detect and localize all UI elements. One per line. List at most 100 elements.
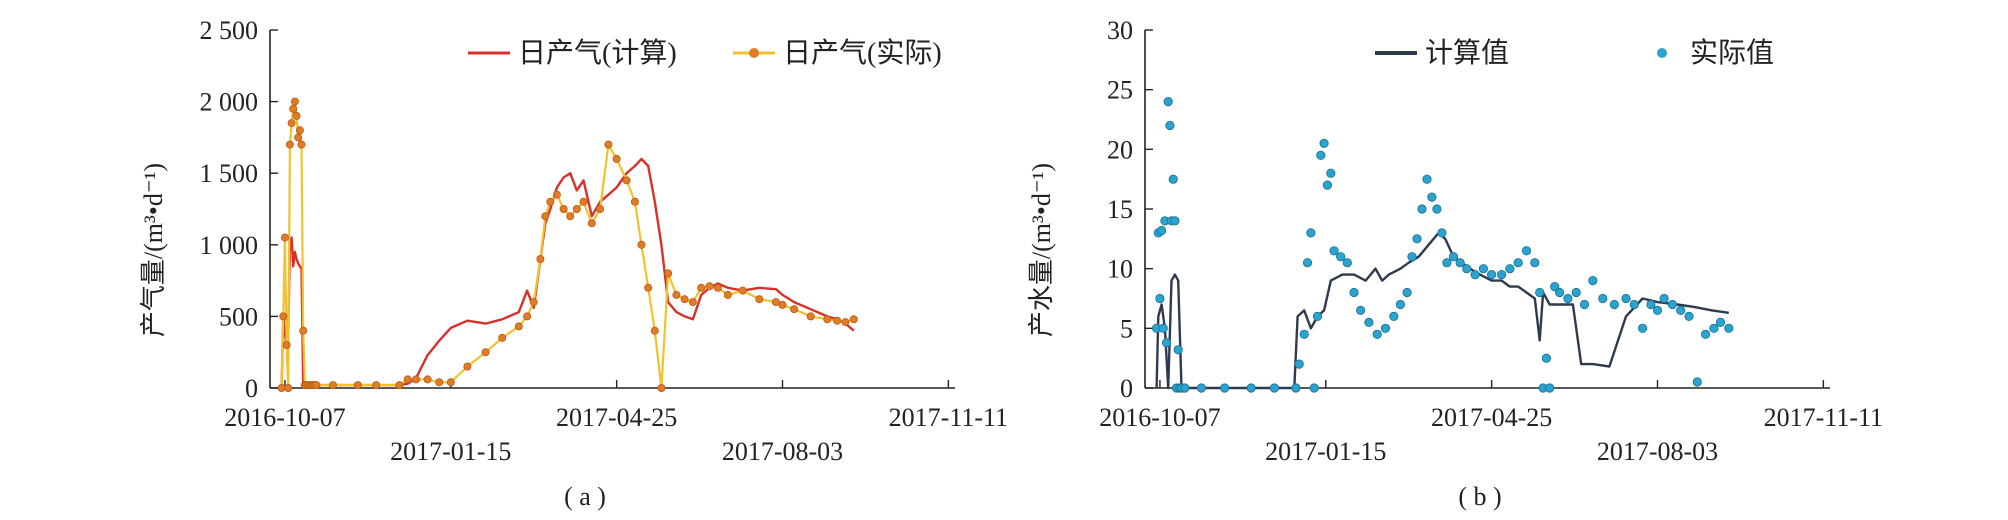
data-point: [1402, 287, 1412, 298]
data-point: [1621, 293, 1631, 304]
data-point: [755, 295, 764, 304]
data-point: [841, 318, 850, 327]
panel-a-axes: 0 500 1 000 1 500 2 000 2 500 2016-10-07 2017-0…: [200, 16, 1009, 466]
data-point: [833, 316, 842, 325]
data-point: [1302, 258, 1313, 268]
data-point: [1497, 269, 1507, 280]
data-point: [287, 119, 296, 128]
data-point: [559, 204, 568, 213]
data-point: [312, 381, 321, 390]
data-point: [823, 315, 832, 324]
data-point: [1541, 353, 1552, 363]
data-point: [1513, 258, 1523, 268]
data-point: [587, 219, 596, 228]
data-point: [596, 204, 605, 213]
data-point: [1588, 275, 1598, 286]
data-point: [1684, 311, 1694, 321]
panel-a-y-axis-title: 产气量/(m³•d⁻¹): [139, 163, 168, 337]
data-point: [1555, 287, 1565, 298]
data-point: [1550, 281, 1560, 292]
data-point: [297, 140, 306, 149]
y-tick-label: 15: [1107, 195, 1133, 224]
data-point: [1598, 293, 1608, 304]
data-point: [285, 140, 294, 149]
data-point: [1422, 174, 1432, 184]
data-point: [353, 381, 362, 390]
data-point: [290, 97, 299, 106]
legend-entry: 实际值: [1657, 37, 1774, 69]
x-tick-label: 2016-10-07: [224, 403, 345, 432]
data-point: [463, 362, 472, 371]
data-point: [284, 383, 293, 392]
data-point: [688, 298, 697, 307]
data-point: [294, 133, 303, 142]
data-point: [1478, 264, 1489, 274]
data-point: [657, 383, 666, 392]
x-tick-label: 2017-11-11: [889, 403, 1008, 432]
data-point: [1652, 305, 1663, 315]
data-point: [644, 283, 653, 292]
data-point: [680, 295, 689, 304]
data-point: [541, 212, 550, 221]
data-point: [650, 326, 659, 335]
data-point: [1316, 150, 1326, 160]
data-point: [1709, 323, 1719, 333]
y-tick-label: 5: [1120, 314, 1133, 343]
data-point: [299, 326, 308, 335]
data-point: [713, 283, 722, 292]
data-point: [1319, 138, 1329, 148]
data-point: [403, 375, 412, 384]
panel-b-label: ( b ): [1458, 482, 1501, 511]
data-point: [1349, 287, 1359, 298]
data-point: [1364, 317, 1374, 327]
data-point: [1173, 345, 1183, 355]
panel-b-legend: 计算值 实际值: [1375, 37, 1774, 69]
x-tick-label: 2017-11-11: [1764, 403, 1883, 432]
data-point: [1372, 329, 1382, 339]
data-point: [536, 255, 545, 264]
data-point: [1220, 383, 1230, 393]
data-point: [1701, 329, 1711, 339]
data-point: [1312, 311, 1323, 321]
data-point: [1342, 258, 1352, 268]
data-point: [1329, 246, 1339, 256]
x-tick-label: 2017-04-25: [1431, 403, 1552, 432]
panel-a-label: ( a ): [564, 482, 606, 511]
data-point: [498, 333, 507, 342]
data-point: [1646, 299, 1656, 310]
data-point: [705, 282, 714, 291]
data-point: [1629, 299, 1639, 310]
data-point: [1545, 383, 1555, 393]
data-point: [279, 312, 288, 321]
legend-label: 日产气(计算): [518, 37, 677, 69]
data-point: [1609, 299, 1620, 310]
panel-b-y-axis-title: 产水量/(m³•d⁻¹): [1027, 163, 1056, 337]
x-tick-label: 2017-04-25: [556, 403, 677, 432]
y-tick-label: 25: [1107, 76, 1133, 105]
data-point: [411, 375, 420, 384]
x-tick-label: 2017-01-15: [390, 437, 511, 466]
x-tick-label: 2017-01-15: [1265, 437, 1386, 466]
series-1: [280, 157, 855, 389]
data-point: [1470, 269, 1480, 280]
y-tick-label: 2 500: [200, 16, 259, 45]
data-point: [423, 375, 432, 384]
y-tick-label: 1 000: [200, 231, 259, 260]
data-point: [566, 212, 575, 221]
data-point: [1437, 228, 1447, 238]
data-point: [1395, 299, 1406, 310]
data-point: [849, 315, 858, 324]
data-point: [481, 348, 490, 357]
data-point: [806, 312, 815, 321]
series-line: [280, 100, 855, 390]
data-point: [1432, 204, 1442, 214]
series-2: [1152, 97, 1734, 393]
data-point: [1291, 383, 1301, 393]
y-tick-label: 0: [1120, 374, 1133, 403]
legend-label: 计算值: [1425, 37, 1509, 69]
data-point: [1455, 258, 1465, 268]
series-1: [1155, 231, 1729, 390]
data-point: [1309, 383, 1319, 393]
data-point: [552, 190, 561, 199]
